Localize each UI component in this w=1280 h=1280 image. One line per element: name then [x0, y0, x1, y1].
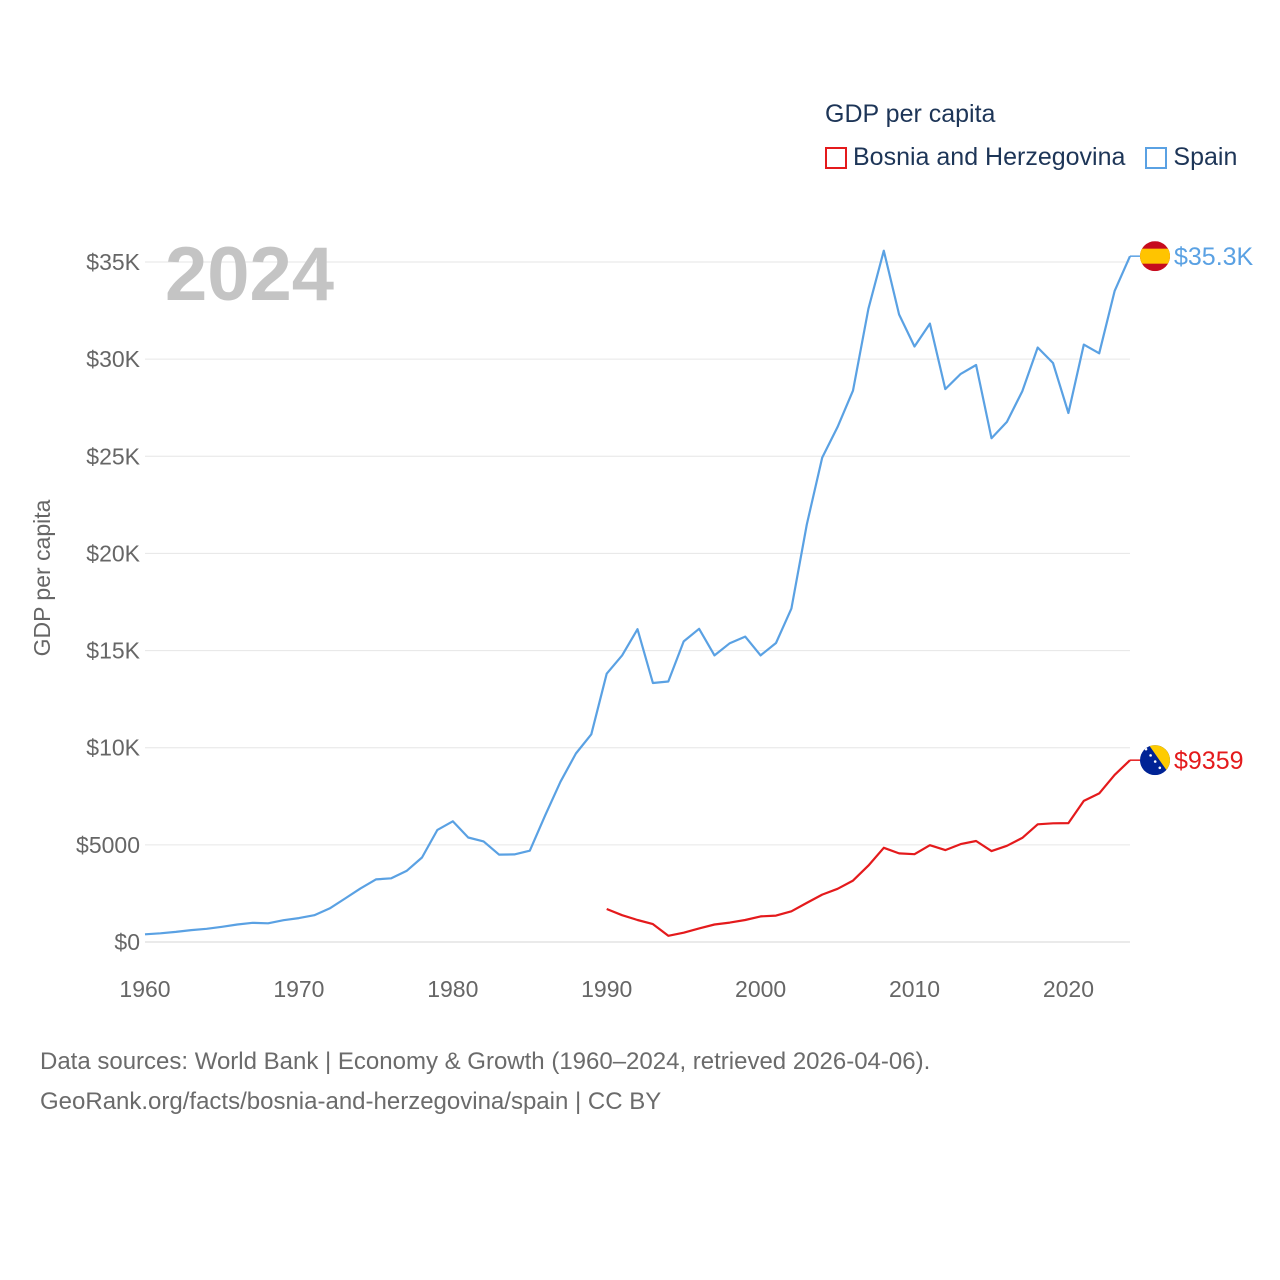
end-label: $35.3K — [1174, 243, 1254, 271]
source-note: Data sources: World Bank | Economy & Gro… — [40, 1042, 930, 1122]
x-tick-label: 1960 — [119, 976, 170, 1002]
spain-flag-icon — [1140, 241, 1170, 272]
x-tick-label: 1970 — [273, 976, 324, 1002]
series-lines — [144, 249, 1132, 937]
source-line-1: Data sources: World Bank | Economy & Gro… — [40, 1048, 931, 1075]
x-tick-label: 2010 — [889, 976, 940, 1002]
year-label: 2024 — [165, 232, 334, 317]
legend-item-spain[interactable]: Spain — [1145, 143, 1237, 172]
x-axis: 1960 1970 1980 1990 2000 2010 2020 — [119, 976, 1094, 1002]
legend: Bosnia and Herzegovina Spain — [825, 143, 1257, 172]
y-axis-title: GDP per capita — [29, 499, 55, 656]
x-tick-label: 1980 — [427, 976, 478, 1002]
legend-swatch-spain — [1145, 146, 1168, 169]
legend-item-bosnia[interactable]: Bosnia and Herzegovina — [825, 143, 1125, 172]
grid-lines — [145, 261, 1130, 943]
y-tick-label: $5000 — [76, 832, 140, 858]
y-tick-label: $0 — [114, 929, 140, 955]
x-tick-label: 2000 — [735, 976, 786, 1002]
bosnia-flag-icon — [1140, 745, 1170, 776]
legend-title: GDP per capita — [825, 100, 996, 128]
x-tick-label: 1990 — [581, 976, 632, 1002]
series-line-spain[interactable] — [144, 249, 1132, 936]
y-tick-label: $25K — [86, 443, 140, 469]
end-labels: $35.3K $9359 — [1130, 241, 1254, 776]
legend-label-spain: Spain — [1173, 143, 1238, 171]
line-chart: $0 $5000 $10K $15K $20K $25K $30K $35K 1960 1970… — [29, 232, 1254, 1002]
y-tick-label: $20K — [86, 540, 140, 566]
y-tick-label: $15K — [86, 638, 140, 664]
legend-label-bosnia: Bosnia and Herzegovina — [853, 143, 1126, 171]
y-tick-label: $35K — [86, 249, 140, 275]
y-tick-label: $30K — [86, 346, 140, 372]
source-line-2[interactable]: GeoRank.org/facts/bosnia-and-herzegovina… — [40, 1088, 662, 1115]
y-axis: $0 $5000 $10K $15K $20K $25K $30K $35K — [76, 249, 141, 955]
x-tick-label: 2020 — [1043, 976, 1094, 1002]
y-tick-label: $10K — [86, 735, 140, 761]
end-label: $9359 — [1174, 747, 1244, 775]
legend-swatch-bosnia — [825, 146, 847, 169]
series-line-bosnia[interactable] — [606, 759, 1131, 937]
